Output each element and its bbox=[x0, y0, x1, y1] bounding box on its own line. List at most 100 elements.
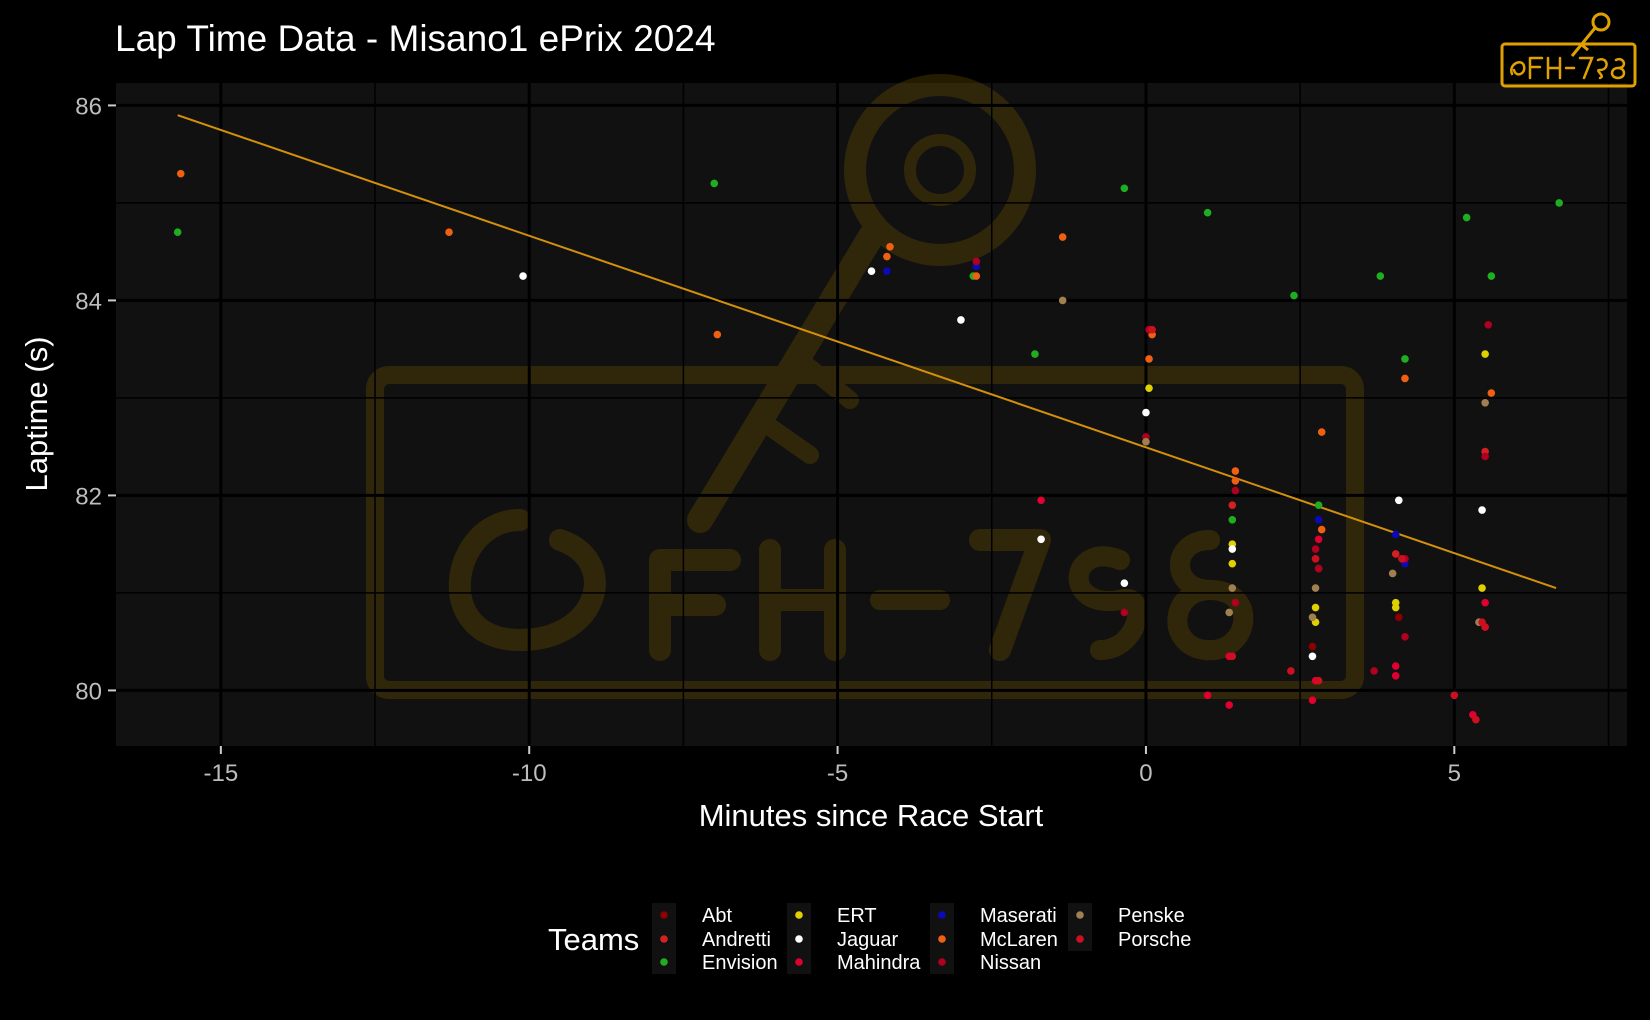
plot-panel bbox=[116, 83, 1627, 746]
data-point bbox=[1120, 579, 1129, 587]
data-point bbox=[1308, 696, 1317, 704]
data-point bbox=[1450, 691, 1459, 700]
data-point bbox=[1317, 428, 1326, 436]
y-tick-label: 80 bbox=[75, 678, 102, 705]
data-point bbox=[1225, 701, 1234, 709]
legend-label: Jaguar bbox=[837, 929, 898, 951]
data-point bbox=[1481, 598, 1489, 607]
data-point bbox=[883, 267, 891, 275]
data-points bbox=[173, 169, 1563, 724]
legend-label: ERT bbox=[837, 905, 877, 927]
x-tick-label: 0 bbox=[1139, 760, 1152, 787]
data-point bbox=[1231, 486, 1240, 495]
data-point bbox=[1228, 516, 1237, 524]
data-point bbox=[1478, 584, 1486, 592]
data-point bbox=[1145, 384, 1153, 392]
legend-label: Mahindra bbox=[837, 952, 921, 974]
data-point bbox=[1314, 535, 1323, 544]
trend-line bbox=[177, 114, 1557, 589]
data-point bbox=[1203, 208, 1212, 217]
x-tick-label: -5 bbox=[827, 760, 848, 787]
y-tick-label: 82 bbox=[75, 483, 102, 510]
data-point bbox=[1142, 438, 1150, 446]
legend-label: Porsche bbox=[1118, 929, 1191, 951]
logo-frame bbox=[1500, 42, 1637, 88]
data-point bbox=[1388, 569, 1397, 578]
y-tick-label: 86 bbox=[75, 93, 102, 120]
data-point bbox=[957, 316, 965, 324]
data-point bbox=[1401, 355, 1409, 363]
legend-key-dot bbox=[938, 958, 946, 966]
x-tick-label: -15 bbox=[204, 760, 239, 787]
data-point bbox=[1391, 550, 1400, 558]
data-point bbox=[1370, 667, 1378, 675]
data-point bbox=[710, 179, 719, 188]
y-axis-title: Laptime (s) bbox=[19, 336, 54, 491]
legend-label: Nissan bbox=[980, 952, 1041, 974]
data-point bbox=[1462, 213, 1471, 222]
x-axis-title: Minutes since Race Start bbox=[699, 798, 1044, 833]
data-point bbox=[1308, 642, 1317, 651]
legend-key-dot bbox=[795, 958, 803, 966]
data-point bbox=[883, 252, 891, 261]
data-point bbox=[519, 272, 527, 280]
legend-label: Abt bbox=[702, 905, 732, 927]
logo-lettering bbox=[1510, 56, 1626, 80]
x-tick-label: 5 bbox=[1448, 760, 1461, 787]
data-point bbox=[1481, 399, 1489, 407]
y-axis: 80 82 84 86 bbox=[75, 93, 116, 705]
x-tick-label: -10 bbox=[512, 760, 547, 787]
x-axis: -15 -10 -5 0 5 bbox=[204, 746, 1461, 787]
data-point bbox=[1555, 199, 1563, 207]
data-point bbox=[1120, 184, 1129, 193]
data-point bbox=[1308, 652, 1317, 661]
y-tick-label: 84 bbox=[75, 288, 102, 315]
data-point bbox=[1228, 652, 1237, 661]
legend-key-dot bbox=[660, 935, 668, 943]
data-point bbox=[1145, 355, 1153, 363]
legend-key-dot bbox=[1076, 911, 1084, 919]
legend-label: Envision bbox=[702, 952, 778, 974]
data-point bbox=[1037, 535, 1045, 544]
data-point bbox=[1231, 598, 1240, 607]
logo-key-shaft bbox=[1570, 27, 1597, 57]
data-point bbox=[1231, 477, 1240, 485]
data-point bbox=[867, 267, 876, 275]
data-point bbox=[1376, 272, 1385, 280]
data-point bbox=[886, 243, 894, 251]
data-point bbox=[1058, 296, 1067, 305]
data-point bbox=[1228, 584, 1237, 592]
data-point bbox=[1481, 350, 1489, 358]
data-point bbox=[1401, 374, 1409, 383]
legend-label: Penske bbox=[1118, 905, 1185, 927]
legend-key-dot bbox=[1076, 935, 1084, 943]
data-point bbox=[176, 169, 185, 178]
legend-key-dot bbox=[660, 911, 668, 919]
data-point bbox=[1478, 618, 1486, 626]
data-point bbox=[173, 228, 182, 236]
data-point bbox=[1487, 389, 1496, 397]
data-point bbox=[445, 228, 453, 236]
data-point bbox=[1484, 321, 1493, 329]
data-point bbox=[1142, 408, 1150, 417]
data-point bbox=[1037, 496, 1045, 505]
data-point bbox=[1228, 545, 1237, 553]
grid-lines bbox=[116, 83, 1627, 746]
data-point bbox=[1290, 291, 1298, 300]
data-point bbox=[1391, 530, 1400, 539]
data-point bbox=[1228, 501, 1237, 509]
data-point bbox=[1228, 559, 1237, 568]
data-point bbox=[1472, 715, 1480, 724]
data-point bbox=[1314, 676, 1323, 685]
data-point bbox=[1487, 272, 1496, 280]
data-point bbox=[1395, 496, 1403, 505]
legend-key-dot bbox=[660, 958, 668, 966]
data-point bbox=[1314, 516, 1323, 524]
data-point bbox=[1058, 233, 1067, 241]
data-point bbox=[1391, 603, 1400, 612]
data-point bbox=[1395, 613, 1403, 622]
data-point bbox=[1401, 633, 1409, 641]
